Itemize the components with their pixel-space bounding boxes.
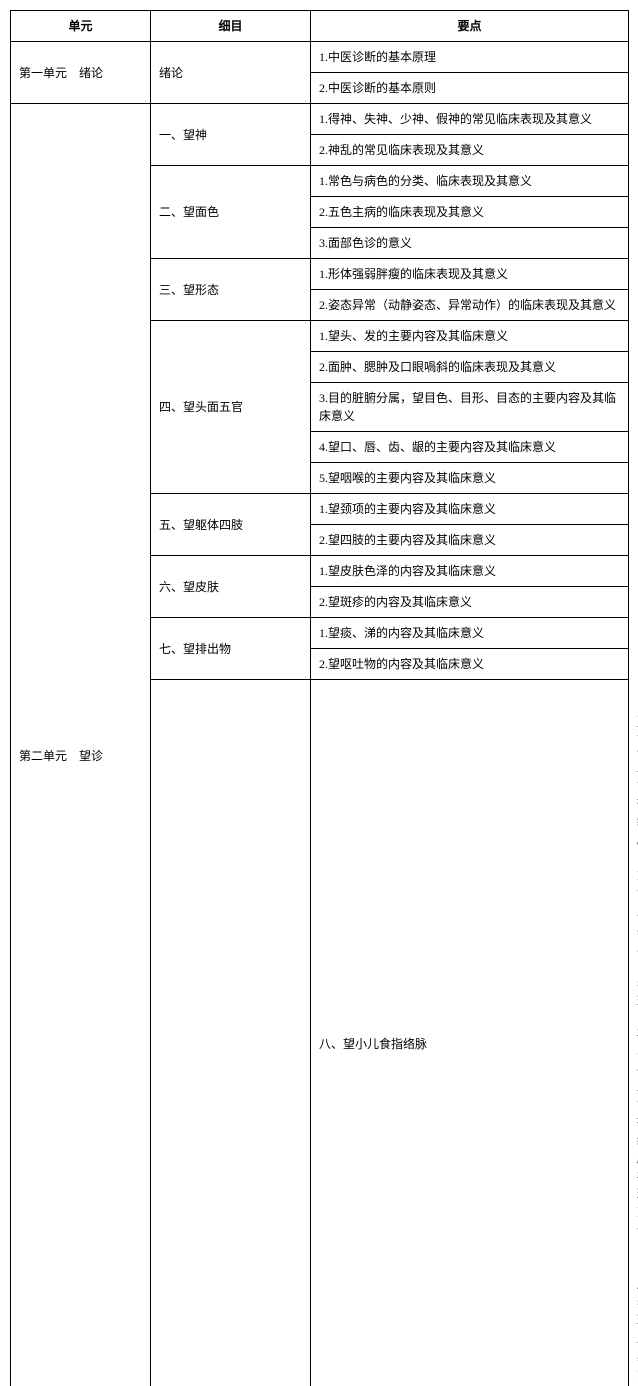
table-row: 第一单元 绪论绪论1.中医诊断的基本原理 [11, 42, 629, 73]
cell-yaodian: 2.望呕吐物的内容及其临床意义 [311, 649, 629, 680]
cell-ximu: 绪论 [151, 42, 311, 104]
cell-ximu: 七、望排出物 [151, 618, 311, 680]
header-ximu: 细目 [151, 11, 311, 42]
cell-yaodian: 4.望口、唇、齿、龈的主要内容及其临床意义 [311, 432, 629, 463]
cell-yaodian: 1.望痰、涕的内容及其临床意义 [311, 618, 629, 649]
syllabus-table: 单元 细目 要点 第一单元 绪论绪论1.中医诊断的基本原理2.中医诊断的基本原则… [10, 10, 629, 1386]
cell-yaodian: 2.面肿、腮肿及口眼喎斜的临床表现及其意义 [311, 352, 629, 383]
cell-yaodian: 1.望颈项的主要内容及其临床意义 [311, 494, 629, 525]
header-unit: 单元 [11, 11, 151, 42]
cell-unit: 第一单元 绪论 [11, 42, 151, 104]
table-body: 第一单元 绪论绪论1.中医诊断的基本原理2.中医诊断的基本原则第二单元 望诊一、… [11, 42, 629, 1386]
cell-yaodian: 1.常色与病色的分类、临床表现及其意义 [311, 166, 629, 197]
cell-ximu: 二、望面色 [151, 166, 311, 259]
cell-unit: 第二单元 望诊 [11, 104, 151, 1386]
cell-yaodian: 3.目的脏腑分属，望目色、目形、目态的主要内容及其临床意义 [311, 383, 629, 432]
cell-yaodian: 2.望四肢的主要内容及其临床意义 [311, 525, 629, 556]
cell-ximu: 四、望头面五官 [151, 321, 311, 494]
cell-yaodian: 2.中医诊断的基本原则 [311, 73, 629, 104]
cell-yaodian: 1.得神、失神、少神、假神的常见临床表现及其意义 [311, 104, 629, 135]
cell-yaodian: 3.面部色诊的意义 [311, 228, 629, 259]
cell-ximu: 八、望小儿食指络脉 [311, 680, 629, 1386]
cell-yaodian: 1.望皮肤色泽的内容及其临床意义 [311, 556, 629, 587]
cell-ximu: 三、望形态 [151, 259, 311, 321]
cell-yaodian: 2.神乱的常见临床表现及其意义 [311, 135, 629, 166]
header-row: 单元 细目 要点 [11, 11, 629, 42]
header-yaodian: 要点 [311, 11, 629, 42]
cell-ximu: 五、望躯体四肢 [151, 494, 311, 556]
cell-ximu: 一、望神 [151, 104, 311, 166]
cell-ximu: 六、望皮肤 [151, 556, 311, 618]
cell-yaodian: 1.中医诊断的基本原理 [311, 42, 629, 73]
cell-yaodian: 1.望头、发的主要内容及其临床意义 [311, 321, 629, 352]
cell-yaodian: 2.五色主病的临床表现及其意义 [311, 197, 629, 228]
table-row: 第二单元 望诊一、望神1.得神、失神、少神、假神的常见临床表现及其意义 [11, 104, 629, 135]
cell-yaodian: 2.望斑疹的内容及其临床意义 [311, 587, 629, 618]
cell-yaodian: 5.望咽喉的主要内容及其临床意义 [311, 463, 629, 494]
cell-yaodian: 1.形体强弱胖瘦的临床表现及其意义 [311, 259, 629, 290]
cell-yaodian: 2.姿态异常（动静姿态、异常动作）的临床表现及其意义 [311, 290, 629, 321]
cell-unit [151, 680, 311, 1386]
